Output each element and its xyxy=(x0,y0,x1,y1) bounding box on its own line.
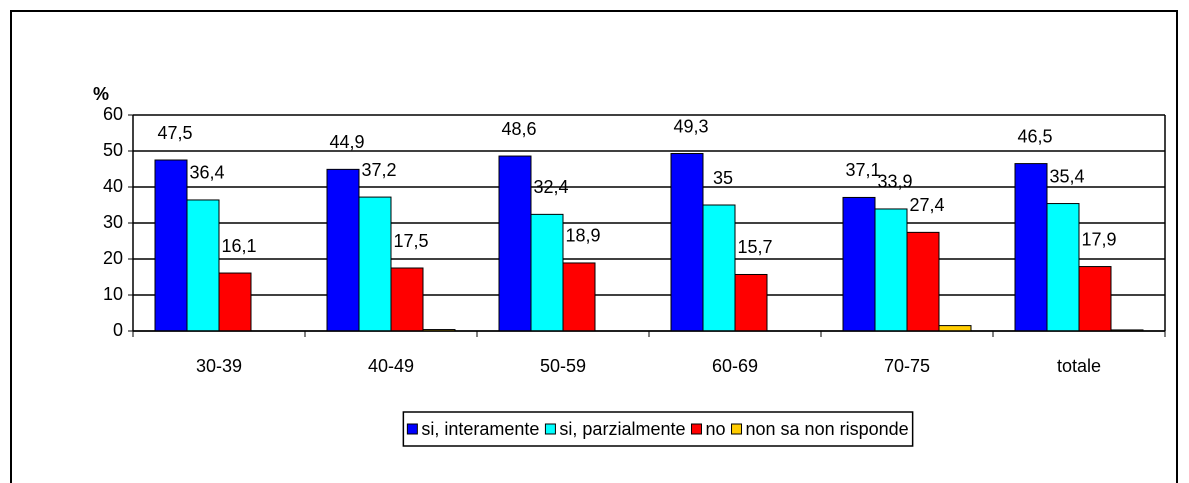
y-tick-label: 40 xyxy=(103,176,123,196)
x-tick-label: totale xyxy=(1057,356,1101,376)
bar xyxy=(498,155,532,332)
data-label: 48,6 xyxy=(501,119,536,139)
data-label: 33,9 xyxy=(877,172,912,192)
y-tick-label: 50 xyxy=(103,140,123,160)
bar xyxy=(1078,266,1112,332)
legend-label: si, parzialmente xyxy=(559,419,685,439)
bar xyxy=(874,208,908,332)
y-tick-label: 30 xyxy=(103,212,123,232)
y-tick-label: 10 xyxy=(103,284,123,304)
data-label: 17,9 xyxy=(1081,229,1116,249)
data-label: 16,1 xyxy=(221,236,256,256)
legend-label: si, interamente xyxy=(421,419,539,439)
x-tick-label: 30-39 xyxy=(196,356,242,376)
data-label: 46,5 xyxy=(1017,126,1052,146)
y-tick-label: 0 xyxy=(113,320,123,340)
data-label: 49,3 xyxy=(673,116,708,136)
legend xyxy=(402,411,914,447)
bar xyxy=(906,231,940,332)
x-tick-label: 60-69 xyxy=(712,356,758,376)
data-label: 36,4 xyxy=(189,163,224,183)
y-tick-label: 20 xyxy=(103,248,123,268)
bar xyxy=(938,325,972,332)
bar xyxy=(1046,203,1080,332)
data-label: 15,7 xyxy=(737,237,772,257)
bar xyxy=(530,213,564,332)
legend-swatch xyxy=(731,423,743,435)
data-label: 27,4 xyxy=(909,195,944,215)
bar xyxy=(734,273,768,332)
bar xyxy=(1014,163,1048,332)
data-label: 35 xyxy=(713,168,733,188)
data-label: 37,1 xyxy=(845,160,880,180)
y-axis-label: % xyxy=(93,84,109,104)
bar xyxy=(186,199,220,332)
legend-swatch xyxy=(544,423,556,435)
x-tick-label: 50-59 xyxy=(540,356,586,376)
legend-label: non sa non risponde xyxy=(746,419,909,439)
data-label: 18,9 xyxy=(565,226,600,246)
data-label: 17,5 xyxy=(393,231,428,251)
data-label: 44,9 xyxy=(329,132,364,152)
legend-swatch xyxy=(690,423,702,435)
data-label: 35,4 xyxy=(1049,166,1084,186)
bar xyxy=(562,262,596,332)
data-label: 47,5 xyxy=(157,123,192,143)
bar xyxy=(154,159,188,332)
y-tick-label: 60 xyxy=(103,104,123,124)
bar xyxy=(842,196,876,332)
data-label: 37,2 xyxy=(361,160,396,180)
legend-label: no xyxy=(705,419,725,439)
bar xyxy=(326,168,360,332)
frame xyxy=(10,10,1178,483)
bar xyxy=(670,153,704,332)
x-tick-label: 70-75 xyxy=(884,356,930,376)
bar xyxy=(390,267,424,332)
legend-swatch xyxy=(406,423,418,435)
data-label: 32,4 xyxy=(533,177,568,197)
bar xyxy=(702,204,736,332)
bar xyxy=(218,272,252,332)
bar xyxy=(358,196,392,332)
x-tick-label: 40-49 xyxy=(368,356,414,376)
